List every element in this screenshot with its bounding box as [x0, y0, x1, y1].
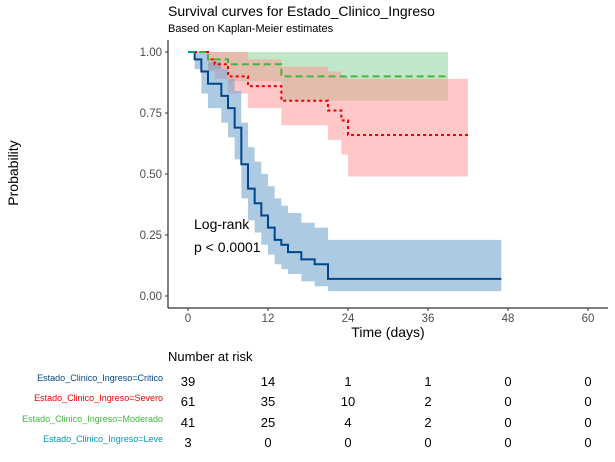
- survival-line-severo: [188, 51, 468, 136]
- risk-row-label: Estado_Clinico_Ingreso=Moderado: [22, 414, 163, 424]
- risk-value: 2: [424, 415, 431, 430]
- x-tick-label: 60: [582, 313, 595, 325]
- risk-value: 0: [584, 394, 591, 409]
- chart-title: Survival curves for Estado_Clinico_Ingre…: [168, 3, 435, 19]
- risk-value: 25: [261, 415, 275, 430]
- y-tick-label: 0.00: [140, 291, 162, 303]
- risk-value: 41: [181, 415, 195, 430]
- confidence-bands: [188, 52, 502, 292]
- y-axis-title: Probability: [5, 140, 21, 205]
- chart-subtitle: Based on Kaplan-Meier estimates: [168, 23, 334, 35]
- risk-value: 0: [504, 415, 511, 430]
- axes: 0 12 24 36 48 60 0.00 0.25 0.50 0.75 1.00: [140, 40, 608, 325]
- risk-value: 0: [344, 435, 351, 450]
- y-tick-label: 1.00: [140, 47, 162, 59]
- risk-value: 0: [584, 435, 591, 450]
- risk-row-label: Estado_Clinico_Ingreso=Critico: [37, 373, 163, 383]
- survival-curves: [188, 51, 502, 280]
- y-tick-label: 0.25: [140, 230, 162, 242]
- risk-value: 14: [261, 374, 275, 389]
- ci-band-severo: [188, 52, 468, 177]
- risk-value: 0: [584, 415, 591, 430]
- x-tick-label: 0: [185, 313, 191, 325]
- risk-value: 61: [181, 394, 195, 409]
- risk-value: 1: [344, 374, 351, 389]
- risk-row-label: Estado_Clinico_Ingreso=Severo: [34, 393, 163, 403]
- risk-value: 2: [424, 394, 431, 409]
- x-tick-label: 24: [342, 313, 355, 325]
- risk-value: 1: [424, 374, 431, 389]
- survival-line-critico: [188, 51, 502, 280]
- logrank-label: Log-rank: [194, 216, 250, 232]
- x-tick-label: 12: [262, 313, 275, 325]
- p-value-label: p < 0.0001: [194, 239, 261, 255]
- risk-value: 35: [261, 394, 275, 409]
- risk-value: 10: [341, 394, 355, 409]
- risk-value: 0: [504, 435, 511, 450]
- ci-band-critico: [188, 52, 502, 292]
- risk-value: 4: [344, 415, 351, 430]
- risk-table-title: Number at risk: [168, 349, 253, 364]
- x-tick-label: 36: [422, 313, 435, 325]
- y-tick-label: 0.75: [140, 108, 162, 120]
- risk-value: 0: [584, 374, 591, 389]
- y-tick-label: 0.50: [140, 169, 162, 181]
- x-tick-label: 48: [502, 313, 515, 325]
- risk-value: 39: [181, 374, 195, 389]
- risk-value: 0: [504, 394, 511, 409]
- risk-row-label: Estado_Clinico_Ingreso=Leve: [43, 434, 163, 444]
- risk-value: 0: [264, 435, 271, 450]
- risk-table: Estado_Clinico_Ingreso=Critico 39 14 1 1 0 0Es…: [22, 373, 591, 450]
- risk-value: 3: [184, 435, 191, 450]
- survival-line-moderado: [188, 51, 448, 78]
- risk-value: 0: [504, 374, 511, 389]
- x-axis-title: Time (days): [351, 324, 424, 340]
- risk-value: 0: [424, 435, 431, 450]
